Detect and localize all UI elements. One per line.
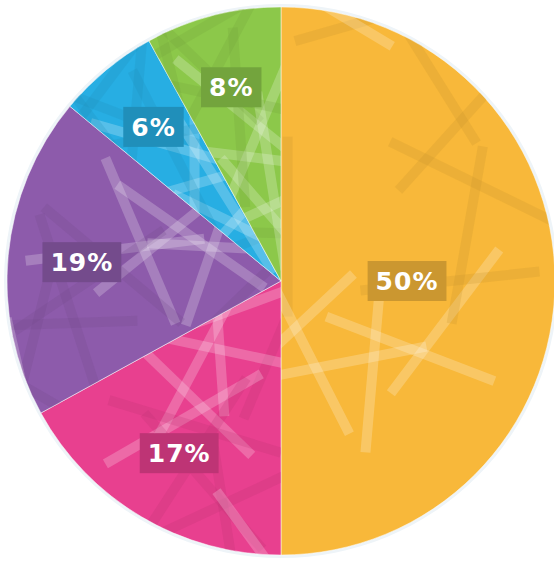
data-label: 19% (50, 248, 113, 277)
texture (96, 0, 360, 297)
slice (281, 7, 554, 555)
label-box (42, 242, 121, 282)
data-label: 8% (209, 73, 253, 102)
labels: 50% 17% 19% 6% 8% (42, 67, 446, 473)
slices (0, 0, 554, 563)
label-box (368, 261, 447, 301)
data-label: 17% (148, 439, 211, 468)
data-label: 50% (376, 267, 439, 296)
pie-rim (4, 4, 554, 558)
label-box (201, 67, 261, 107)
label-box (140, 433, 219, 473)
data-label: 6% (131, 113, 175, 142)
label-box (123, 107, 183, 147)
pie-chart: 50% 17% 19% 6% 8% (0, 0, 554, 563)
